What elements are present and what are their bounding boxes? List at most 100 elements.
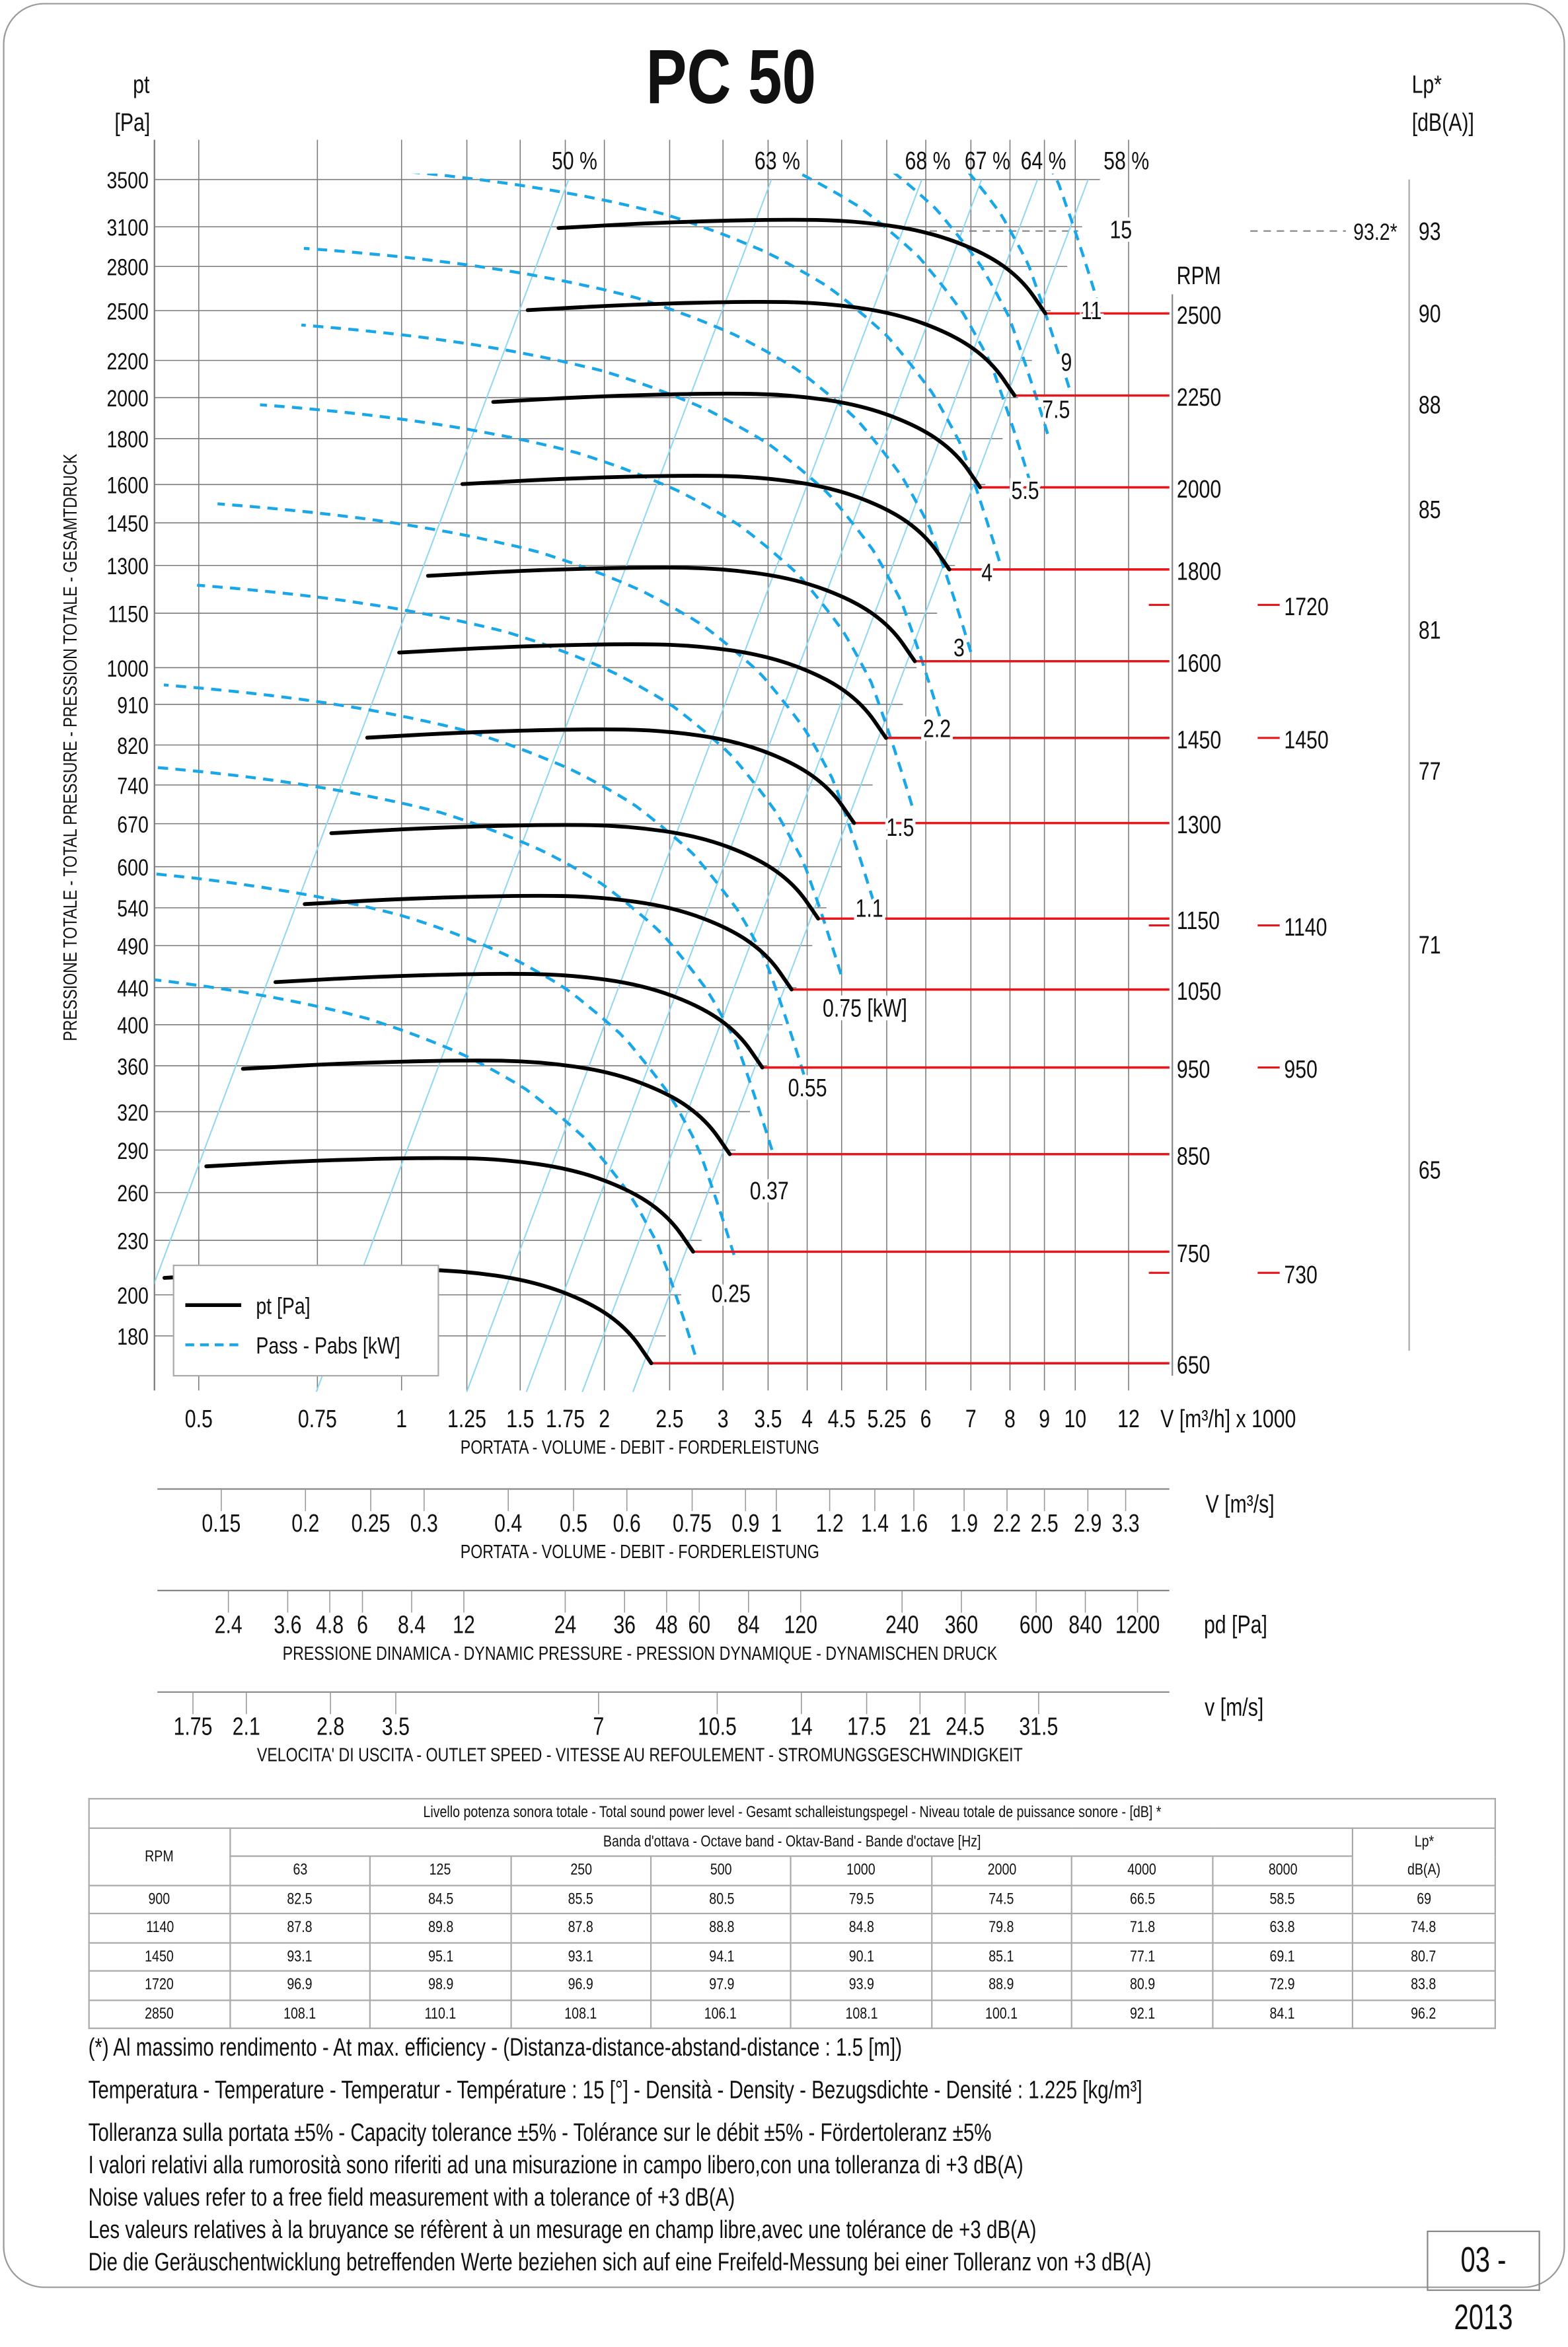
secondary-tick-label: 1.6 <box>900 1510 928 1538</box>
pt-curve-2000-rpm <box>491 391 983 490</box>
note-line: I valori relativi alla rumorosità sono r… <box>88 2151 1024 2179</box>
sound-level-cell: 108.1 <box>790 1999 932 2029</box>
efficiency-label: 63 % <box>755 147 800 175</box>
secondary-tick-label: 0.9 <box>731 1510 759 1538</box>
sound-level-cell: 96.9 <box>229 1970 371 2001</box>
y-tick-label: 1300 <box>106 553 148 579</box>
sound-level-cell: 90.1 <box>790 1941 932 1972</box>
sound-level-cell: 94.1 <box>650 1941 792 1972</box>
table-row: 1140 87.8 89.8 87.8 88.8 84.8 79.8 71.8 63.8 74.8 <box>88 1912 1496 1943</box>
secondary-tick-label: 0.25 <box>352 1510 391 1538</box>
legend: pt [Pa] Pass - Pabs [kW] <box>172 1264 439 1377</box>
lp-unit-label: Lp* <box>1412 71 1442 98</box>
rpm-label: 1450 <box>1177 726 1221 754</box>
secondary-tick-label: 840 <box>1068 1612 1101 1639</box>
rpm-label: 1300 <box>1177 811 1221 839</box>
y-tick-label: 490 <box>117 933 149 959</box>
sound-level-cell: 63.8 <box>1211 1912 1353 1943</box>
rpm-label: 750 <box>1177 1240 1210 1268</box>
frequency-header: 2000 <box>930 1855 1073 1886</box>
x-tick-label: 1.5 <box>506 1405 534 1433</box>
table-row: 900 82.5 84.5 85.5 80.5 79.5 74.5 66.5 58.5 69 <box>88 1884 1496 1915</box>
x-tick-label: 2.5 <box>655 1405 683 1433</box>
secondary-tick-label: 36 <box>613 1612 636 1639</box>
secondary-tick-label: 0.5 <box>560 1510 587 1538</box>
legend-box <box>172 1264 439 1377</box>
secondary-tick-label: 1.75 <box>174 1713 213 1740</box>
y-tick-label: 2000 <box>106 385 148 412</box>
speed-axis-unit: v [m/s] <box>1205 1694 1263 1721</box>
power-line <box>797 173 1032 484</box>
efficiency-label: 50 % <box>552 147 597 175</box>
m3s-axis-title: PORTATA - VOLUME - DEBIT - FORDERLEISTUN… <box>461 1541 819 1563</box>
efficiency-lines <box>154 179 1089 1392</box>
rpm-label: 650 <box>1177 1352 1210 1380</box>
frequency-header: 8000 <box>1211 1855 1353 1886</box>
y-tick-label: 2200 <box>106 348 148 375</box>
sound-level-cell: 79.8 <box>930 1912 1073 1943</box>
x-tick-label: 1.75 <box>546 1405 585 1433</box>
secondary-tick-label: 2.5 <box>1031 1510 1059 1538</box>
secondary-tick-label: 24.5 <box>946 1713 985 1740</box>
secondary-tick-label: 0.3 <box>410 1510 438 1538</box>
secondary-tick-label: 6 <box>357 1612 368 1639</box>
efficiency-line <box>525 179 983 1392</box>
sound-level-cell: 87.8 <box>509 1912 652 1943</box>
frequency-header: 250 <box>509 1855 652 1886</box>
frequency-header: 1000 <box>790 1855 932 1886</box>
sound-level-cell: 84.8 <box>790 1912 932 1943</box>
power-line <box>154 872 735 1255</box>
x-tick-label: 7 <box>965 1405 977 1433</box>
sound-level-cell: 72.9 <box>1211 1970 1353 2001</box>
rpm-column-header: RPM <box>88 1826 231 1886</box>
secondary-tick-label: 3.3 <box>1112 1510 1140 1538</box>
rpm-cell: 1450 <box>88 1941 231 1972</box>
secondary-tick-label: 24 <box>554 1612 577 1639</box>
rpm-label: 950 <box>1177 1056 1210 1084</box>
secondary-tick-label: 12 <box>453 1612 475 1639</box>
y-tick-label: 440 <box>117 975 149 1002</box>
y-tick-label: 2500 <box>106 298 148 324</box>
y-tick-label: 180 <box>117 1323 149 1350</box>
power-line <box>217 502 875 901</box>
y-tick-label: 360 <box>117 1053 149 1080</box>
secondary-tick-label: 0.6 <box>613 1510 641 1538</box>
secondary-tick-label: 2.8 <box>317 1713 344 1740</box>
pt-curve-1450-rpm <box>397 642 888 740</box>
speed-axis-title: VELOCITA' DI USCITA - OUTLET SPEED - VIT… <box>257 1744 1023 1766</box>
pt-curve-2250-rpm <box>525 299 1017 398</box>
y-tick-label: 540 <box>117 895 149 922</box>
fan-performance-chart: PC 50 pt [Pa] Lp* [dB(A)] PRESSIONE TOTA… <box>59 34 1474 1766</box>
lp-tick-label: 81 <box>1419 616 1441 644</box>
secondary-tick-label: 31.5 <box>1019 1713 1058 1740</box>
pt-curve-850-rpm <box>241 1059 732 1156</box>
sound-level-cell: 110.1 <box>369 1999 512 2029</box>
power-line <box>412 173 1001 562</box>
page-border <box>3 3 1565 2288</box>
table-row: 1450 93.1 95.1 93.1 94.1 90.1 85.1 77.1 69.1 80.7 <box>88 1941 1496 1972</box>
secondary-tick-label: 17.5 <box>847 1713 886 1740</box>
sound-level-cell: 88.8 <box>650 1912 792 1943</box>
x-tick-label: 3.5 <box>754 1405 782 1433</box>
rpm-cell: 1140 <box>88 1912 231 1943</box>
sound-level-cell: 88.9 <box>930 1970 1073 2001</box>
secondary-tick-label: 2.4 <box>215 1612 243 1639</box>
pt-curve-750-rpm <box>204 1156 695 1254</box>
y-unit-label: pt <box>133 71 150 98</box>
x-axis-title: PORTATA - VOLUME - DEBIT - FORDERLEISTUN… <box>461 1436 819 1458</box>
y-tick-label: 260 <box>117 1180 149 1207</box>
sound-level-cell: 58.5 <box>1211 1884 1353 1915</box>
power-line <box>303 246 973 653</box>
lp-cell: 74.8 <box>1351 1912 1496 1943</box>
rpm-label: 2250 <box>1177 384 1221 412</box>
sound-level-cell: 93.1 <box>509 1941 652 1972</box>
pt-curve-950-rpm <box>273 971 765 1070</box>
y-tick-label: 910 <box>117 692 149 718</box>
y-unit-label-2: [Pa] <box>114 109 150 137</box>
frequency-header-row: 63 125 250 500 1000 2000 4000 8000 dB(A) <box>89 1855 1496 1886</box>
note-line: Die die Geräuschentwicklung betreffenden… <box>88 2248 1152 2276</box>
x-tick-label: 1.25 <box>447 1405 486 1433</box>
secondary-tick-label: 1200 <box>1115 1612 1160 1639</box>
x-tick-label: 2 <box>599 1405 610 1433</box>
secondary-tick-label: 240 <box>885 1612 918 1639</box>
